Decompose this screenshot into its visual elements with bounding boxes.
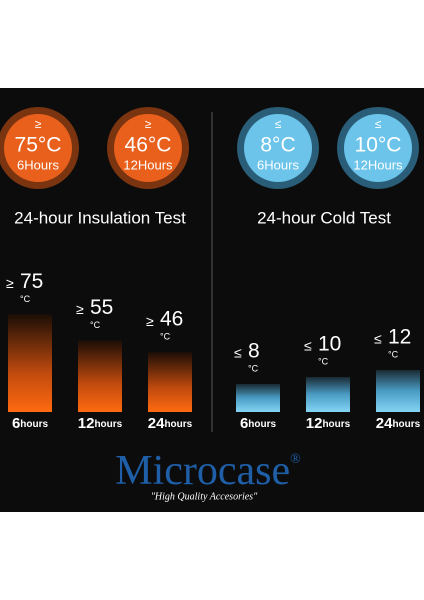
bar-unit: °C xyxy=(90,320,101,330)
bar-unit: °C xyxy=(248,363,259,373)
bar-value: 8 xyxy=(248,340,260,363)
badge-time: 6Hours xyxy=(257,157,299,172)
bar-value: 46 xyxy=(160,308,183,331)
hours-number: 6 xyxy=(240,415,248,432)
badge-symbol: ≤ xyxy=(375,117,382,131)
bar-symbol: ≤ xyxy=(304,338,312,354)
hours-suffix: hours xyxy=(248,419,276,430)
brand-mark: ® xyxy=(290,452,301,467)
bar xyxy=(376,370,420,412)
bar-symbol: ≥ xyxy=(146,313,154,329)
badge xyxy=(344,114,412,182)
badge-symbol: ≥ xyxy=(145,117,152,131)
badge-temp: 8°C xyxy=(260,134,295,157)
bar-unit: °C xyxy=(388,349,399,359)
badge-temp: 10°C xyxy=(355,134,402,157)
bar-unit: °C xyxy=(160,332,171,342)
badge-time: 6Hours xyxy=(17,157,59,172)
section-title: 24-hour Insulation Test xyxy=(14,208,186,227)
hours-suffix: hours xyxy=(322,419,350,430)
hours-number: 24 xyxy=(148,415,165,432)
badge-temp: 46°C xyxy=(125,134,172,157)
bar xyxy=(306,377,350,412)
bar-symbol: ≤ xyxy=(234,345,242,361)
bar xyxy=(8,314,52,412)
hours-number: 24 xyxy=(376,415,393,432)
bar-hours: 6hours xyxy=(240,415,277,432)
brand-tagline: "High Quality Accesories" xyxy=(151,491,258,502)
brand: Microcase® xyxy=(115,448,301,494)
badge-symbol: ≥ xyxy=(35,117,42,131)
badge-symbol: ≤ xyxy=(275,117,282,131)
bar-hours: 12hours xyxy=(306,415,351,432)
bar-hours: 24hours xyxy=(148,415,193,432)
bar-unit: °C xyxy=(20,294,31,304)
badge-time: 12Hours xyxy=(123,157,173,172)
bar-value: 12 xyxy=(388,326,411,349)
bar-value: 75 xyxy=(20,270,43,293)
hours-suffix: hours xyxy=(94,419,122,430)
bar-unit: °C xyxy=(318,356,329,366)
hours-suffix: hours xyxy=(20,419,48,430)
hours-suffix: hours xyxy=(164,419,192,430)
bar xyxy=(78,340,122,412)
badge xyxy=(244,114,312,182)
hours-suffix: hours xyxy=(392,419,420,430)
bar xyxy=(236,384,280,412)
badge-time: 12Hours xyxy=(353,157,403,172)
hours-number: 12 xyxy=(306,415,323,432)
bar-hours: 6hours xyxy=(12,415,49,432)
badge xyxy=(114,114,182,182)
bar-symbol: ≤ xyxy=(374,331,382,347)
section-title: 24-hour Cold Test xyxy=(257,208,391,227)
hours-number: 6 xyxy=(12,415,20,432)
hours-number: 12 xyxy=(78,415,95,432)
badge xyxy=(4,114,72,182)
bar-symbol: ≥ xyxy=(6,275,14,291)
badge-temp: 75°C xyxy=(15,134,62,157)
bar xyxy=(148,352,192,412)
bar-value: 55 xyxy=(90,296,113,319)
brand-name: Microcase xyxy=(115,448,290,494)
bar-hours: 12hours xyxy=(78,415,123,432)
bar-hours: 24hours xyxy=(376,415,421,432)
bar-value: 10 xyxy=(318,333,341,356)
bar-symbol: ≥ xyxy=(76,301,84,317)
